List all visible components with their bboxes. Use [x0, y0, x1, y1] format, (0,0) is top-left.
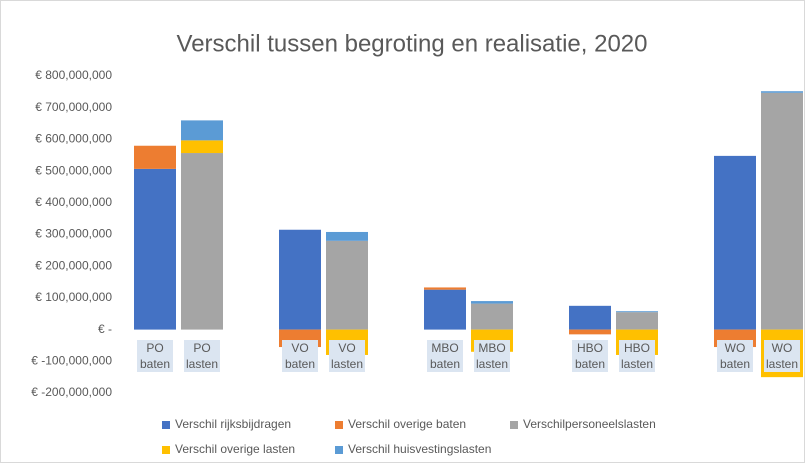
bar-segment — [134, 145, 176, 169]
bar-segment — [326, 240, 368, 330]
y-tick-label: € 100,000,000 — [35, 290, 112, 304]
bar-segment — [616, 312, 658, 330]
y-tick-label: € - — [98, 322, 112, 336]
bar-segment — [326, 231, 368, 241]
legend-label: Verschil huisvestingslasten — [348, 442, 491, 456]
y-tick-label: € 200,000,000 — [35, 258, 112, 272]
x-tick-label: MBO lasten — [474, 339, 510, 372]
legend-label: Verschilpersoneelslasten — [523, 417, 656, 431]
legend-swatch — [335, 446, 343, 454]
legend-label: Verschil overige lasten — [175, 442, 295, 456]
bar-segment — [279, 229, 321, 330]
bar-segment — [424, 289, 466, 330]
bar-segment — [714, 155, 756, 330]
legend-swatch — [335, 421, 343, 429]
bar-segment — [471, 301, 513, 304]
y-tick-label: € 300,000,000 — [35, 227, 112, 241]
legend-swatch — [162, 421, 170, 429]
x-tick-label: PO lasten — [184, 339, 220, 372]
legend-label: Verschil rijksbijdragen — [175, 417, 291, 431]
legend-swatch — [510, 421, 518, 429]
bar-segment — [569, 305, 611, 330]
bar-segment — [181, 140, 223, 154]
x-tick-label: VO lasten — [329, 339, 365, 372]
bar-segment — [181, 120, 223, 141]
x-tick-label: HBO lasten — [619, 339, 655, 372]
chart-title: Verschil tussen begroting en realisatie,… — [177, 30, 648, 57]
x-tick-label: WO lasten — [764, 339, 800, 372]
x-tick-label: VO baten — [282, 339, 318, 372]
bar-segment — [616, 311, 658, 313]
y-tick-label: € 500,000,000 — [35, 163, 112, 177]
bar-segment — [761, 91, 803, 93]
bar-segment — [134, 168, 176, 330]
x-tick-label: WO baten — [717, 339, 753, 372]
bar-segment — [471, 303, 513, 330]
bar-segment — [181, 153, 223, 330]
y-tick-label: € 600,000,000 — [35, 132, 112, 146]
x-tick-label: HBO baten — [572, 339, 608, 372]
y-tick-label: € -100,000,000 — [31, 353, 112, 367]
bar-segment — [761, 92, 803, 330]
y-tick-label: € 800,000,000 — [35, 68, 112, 82]
bar-segment — [424, 287, 466, 290]
y-tick-label: € -200,000,000 — [31, 385, 112, 399]
bar-segment — [569, 329, 611, 335]
legend-label: Verschil overige baten — [348, 417, 466, 431]
legend-swatch — [162, 446, 170, 454]
y-tick-label: € 400,000,000 — [35, 195, 112, 209]
x-tick-label: PO baten — [137, 339, 173, 372]
x-tick-label: MBO baten — [427, 339, 463, 372]
y-tick-label: € 700,000,000 — [35, 100, 112, 114]
